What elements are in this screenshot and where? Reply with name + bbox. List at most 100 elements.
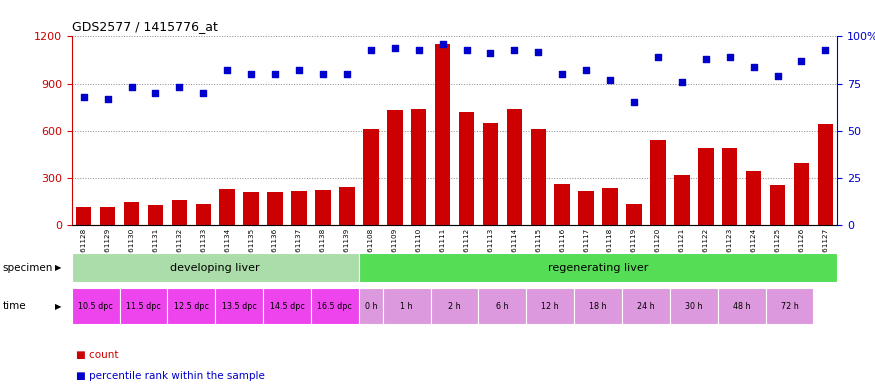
Point [388,45,402,51]
Point [364,46,378,53]
Text: 0 h: 0 h [365,302,377,311]
Point [268,71,282,77]
Bar [311,288,359,324]
Bar [527,288,574,324]
Bar [263,288,311,324]
Text: 48 h: 48 h [733,302,751,311]
Point [746,63,760,70]
Text: 12.5 dpc: 12.5 dpc [174,302,209,311]
Point [411,46,425,53]
Text: 18 h: 18 h [590,302,607,311]
Point [340,71,354,77]
Text: 14.5 dpc: 14.5 dpc [270,302,304,311]
Point [531,48,545,55]
Point [699,56,713,62]
Point [771,73,785,79]
Text: time: time [3,301,26,311]
Bar [363,129,379,225]
Text: GDS2577 / 1415776_at: GDS2577 / 1415776_at [72,20,218,33]
Bar [507,109,522,225]
Text: regenerating liver: regenerating liver [548,263,648,273]
Point [124,84,138,90]
Bar [602,188,618,225]
Bar [167,288,215,324]
Text: 10.5 dpc: 10.5 dpc [78,302,113,311]
Bar [382,288,430,324]
Text: 72 h: 72 h [780,302,798,311]
Point [459,46,473,53]
Text: developing liver: developing liver [171,263,260,273]
Bar [315,190,331,225]
Bar [626,204,641,225]
Bar [746,170,761,225]
Text: 16.5 dpc: 16.5 dpc [318,302,353,311]
Point [651,54,665,60]
Bar [530,129,546,225]
Point [436,41,450,47]
Point [579,67,593,73]
Text: 13.5 dpc: 13.5 dpc [221,302,256,311]
Bar [670,288,718,324]
Bar [574,288,622,324]
Bar [72,288,120,324]
Bar [72,253,359,282]
Point [220,67,234,73]
Bar [483,123,498,225]
Point [603,77,617,83]
Bar [291,191,307,225]
Point [556,71,570,77]
Bar [387,110,402,225]
Bar [458,112,474,225]
Bar [196,204,211,225]
Bar [215,288,263,324]
Bar [76,207,92,225]
Point [292,67,306,73]
Point [484,50,498,56]
Bar [817,124,833,225]
Point [244,71,258,77]
Bar [650,140,666,225]
Text: 24 h: 24 h [637,302,654,311]
Bar [243,192,259,225]
Bar [120,288,167,324]
Bar [718,288,766,324]
Bar [578,191,594,225]
Text: 11.5 dpc: 11.5 dpc [126,302,161,311]
Bar [794,164,809,225]
Bar [555,184,570,225]
Text: ■ count: ■ count [76,350,119,360]
Bar [766,288,814,324]
Bar [479,288,527,324]
Point [316,71,330,77]
Point [101,96,115,102]
Bar [622,288,670,324]
Bar [698,148,713,225]
Bar [220,189,235,225]
Text: 6 h: 6 h [496,302,508,311]
Point [77,94,91,100]
Bar [435,43,451,225]
Point [723,54,737,60]
Bar [430,288,479,324]
Bar [340,187,354,225]
Bar [268,192,283,225]
Bar [359,288,382,324]
Text: 2 h: 2 h [448,302,461,311]
Text: 12 h: 12 h [542,302,559,311]
Text: specimen: specimen [3,263,53,273]
Point [818,46,832,53]
Bar [123,202,139,225]
Bar [674,175,690,225]
Point [196,90,210,96]
Text: 1 h: 1 h [401,302,413,311]
Bar [411,109,426,225]
Text: ▶: ▶ [55,302,61,311]
Point [627,99,641,106]
Text: 30 h: 30 h [685,302,703,311]
Point [149,90,163,96]
Point [794,58,808,64]
Point [675,79,689,85]
Bar [770,185,786,225]
Text: ■ percentile rank within the sample: ■ percentile rank within the sample [76,371,265,381]
Text: ▶: ▶ [55,263,61,272]
